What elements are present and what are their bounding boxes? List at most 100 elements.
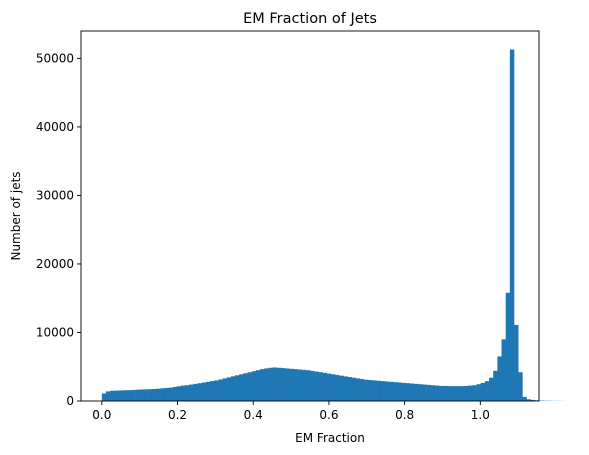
histogram-bar: [506, 293, 510, 401]
histogram-bar: [443, 386, 447, 401]
histogram-bar: [322, 373, 326, 401]
histogram-bar: [214, 380, 218, 401]
x-tick-label: 0.8: [395, 408, 414, 422]
histogram-bar: [210, 381, 214, 401]
histogram-bar: [156, 389, 160, 401]
histogram-bar: [352, 378, 356, 401]
histogram-bar: [202, 383, 206, 402]
histogram-bar: [372, 380, 376, 401]
histogram-bar: [118, 390, 122, 401]
histogram-bar: [248, 372, 252, 401]
histogram-bar: [189, 385, 193, 401]
y-tick-label: 20000: [36, 257, 74, 271]
y-tick-label: 30000: [36, 188, 74, 202]
histogram-bar: [164, 388, 168, 401]
histogram-bar: [218, 379, 222, 401]
histogram-bar: [493, 371, 497, 401]
histogram-bar: [464, 386, 468, 401]
histogram-bar: [185, 385, 189, 401]
histogram-bar: [114, 391, 118, 401]
histogram-bar: [435, 386, 439, 401]
histogram-bar: [331, 374, 335, 401]
histogram-bar: [422, 385, 426, 401]
histogram-bar: [231, 376, 235, 401]
histogram-bar: [335, 375, 339, 401]
histogram-bar: [489, 378, 493, 401]
histogram-bar: [406, 383, 410, 401]
histogram-bar: [193, 384, 197, 401]
histogram-bar: [414, 384, 418, 401]
histogram-bar: [481, 383, 485, 401]
histogram-bar: [343, 376, 347, 401]
x-axis-ticks: 0.0 0.2 0.4 0.6 0.8 1.0: [92, 401, 490, 422]
y-axis-label: Number of jets: [9, 171, 23, 260]
histogram-bar: [139, 389, 143, 401]
histogram-bar: [289, 369, 293, 401]
histogram-bars: [102, 50, 564, 402]
histogram-bar: [468, 386, 472, 401]
histogram-bar: [206, 382, 210, 401]
plot-frame: [81, 31, 539, 401]
histogram-bar: [227, 377, 231, 401]
histogram-bar: [368, 380, 372, 401]
histogram-bar: [235, 375, 239, 401]
histogram-bar: [106, 391, 110, 401]
histogram-bar: [510, 50, 514, 402]
histogram-bar: [397, 383, 401, 402]
histogram-bar: [306, 370, 310, 401]
x-tick-label: 0.6: [319, 408, 338, 422]
histogram-bar: [356, 378, 360, 401]
histogram-bar: [152, 389, 156, 401]
histogram-bar: [502, 339, 506, 401]
histogram-bar: [522, 397, 526, 401]
histogram-bar: [239, 374, 243, 401]
histogram-bar: [402, 383, 406, 401]
histogram-bar: [360, 379, 364, 401]
histogram-bar: [223, 378, 227, 401]
histogram-bar: [127, 390, 131, 401]
histogram-bar: [518, 372, 522, 401]
histogram-bar: [431, 385, 435, 401]
histogram-bar: [418, 384, 422, 401]
histogram-bar: [168, 388, 172, 401]
histogram-bar: [310, 371, 314, 401]
histogram-bar: [256, 370, 260, 401]
histogram-bar: [160, 388, 164, 401]
x-tick-label: 0.0: [92, 408, 111, 422]
histogram-bar: [447, 386, 451, 401]
histogram-bar: [452, 386, 456, 401]
histogram-bar: [472, 385, 476, 401]
histogram-bar: [298, 369, 302, 401]
histogram-bar: [273, 367, 277, 401]
histogram-bar: [135, 390, 139, 401]
histogram-bar: [302, 370, 306, 401]
histogram-bar: [285, 368, 289, 401]
histogram-bar: [181, 386, 185, 401]
y-tick-label: 0: [66, 394, 74, 408]
y-tick-label: 40000: [36, 120, 74, 134]
histogram-bar: [427, 385, 431, 401]
y-axis-ticks: 0 10000 20000 30000 40000 50000: [36, 51, 81, 408]
histogram-bar: [456, 386, 460, 401]
histogram-bar: [327, 374, 331, 401]
histogram-bar: [293, 369, 297, 401]
histogram-bar: [439, 386, 443, 401]
histogram-bar: [381, 381, 385, 401]
x-tick-label: 0.2: [168, 408, 187, 422]
histogram-bar: [389, 382, 393, 401]
histogram-bar: [281, 368, 285, 401]
chart-title: EM Fraction of Jets: [243, 11, 377, 27]
histogram-bar: [252, 371, 256, 401]
histogram-bar: [243, 373, 247, 401]
y-tick-label: 50000: [36, 51, 74, 65]
histogram-bar: [393, 382, 397, 401]
histogram-bar: [377, 381, 381, 401]
histogram-bar: [364, 380, 368, 401]
histogram-bar: [260, 369, 264, 401]
histogram-bar: [497, 356, 501, 401]
histogram-bar: [514, 325, 518, 401]
histogram-bar: [143, 389, 147, 401]
histogram-bar: [173, 387, 177, 401]
histogram-bar: [123, 390, 127, 401]
